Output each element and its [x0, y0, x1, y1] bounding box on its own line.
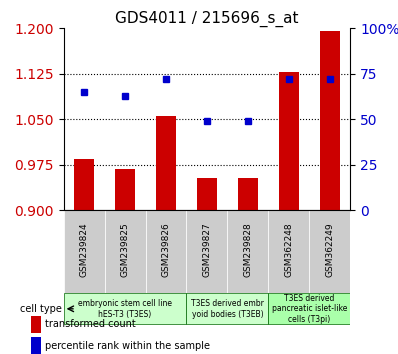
Text: cell type: cell type	[20, 304, 62, 314]
Bar	[238, 178, 258, 210]
Text: percentile rank within the sample: percentile rank within the sample	[45, 341, 210, 350]
FancyBboxPatch shape	[268, 210, 309, 293]
FancyBboxPatch shape	[105, 210, 146, 293]
Text: GSM362248: GSM362248	[284, 222, 293, 277]
Bar	[31, 337, 41, 354]
Text: embryonic stem cell line
hES-T3 (T3ES): embryonic stem cell line hES-T3 (T3ES)	[78, 299, 172, 319]
FancyBboxPatch shape	[309, 210, 350, 293]
Text: GSM239827: GSM239827	[203, 222, 211, 277]
Text: transformed count: transformed count	[45, 319, 136, 329]
FancyBboxPatch shape	[146, 210, 187, 293]
FancyBboxPatch shape	[187, 210, 227, 293]
FancyBboxPatch shape	[187, 293, 268, 324]
FancyBboxPatch shape	[227, 210, 268, 293]
Bar	[31, 316, 41, 333]
Text: GSM239825: GSM239825	[121, 222, 130, 277]
Bar	[115, 169, 135, 210]
Bar	[197, 178, 217, 210]
Text: GSM362249: GSM362249	[325, 222, 334, 277]
FancyBboxPatch shape	[64, 293, 187, 324]
Title: GDS4011 / 215696_s_at: GDS4011 / 215696_s_at	[115, 11, 299, 27]
Text: GSM239826: GSM239826	[162, 222, 170, 277]
Text: GSM239824: GSM239824	[80, 222, 89, 277]
Bar	[320, 32, 340, 210]
FancyBboxPatch shape	[64, 210, 105, 293]
Bar	[156, 116, 176, 210]
Bar	[74, 159, 94, 210]
Text: T3ES derived embr
yoid bodies (T3EB): T3ES derived embr yoid bodies (T3EB)	[191, 299, 264, 319]
Text: T3ES derived
pancreatic islet-like
cells (T3pi): T3ES derived pancreatic islet-like cells…	[271, 294, 347, 324]
FancyBboxPatch shape	[268, 293, 350, 324]
Bar	[279, 72, 299, 210]
Text: GSM239828: GSM239828	[244, 222, 252, 277]
